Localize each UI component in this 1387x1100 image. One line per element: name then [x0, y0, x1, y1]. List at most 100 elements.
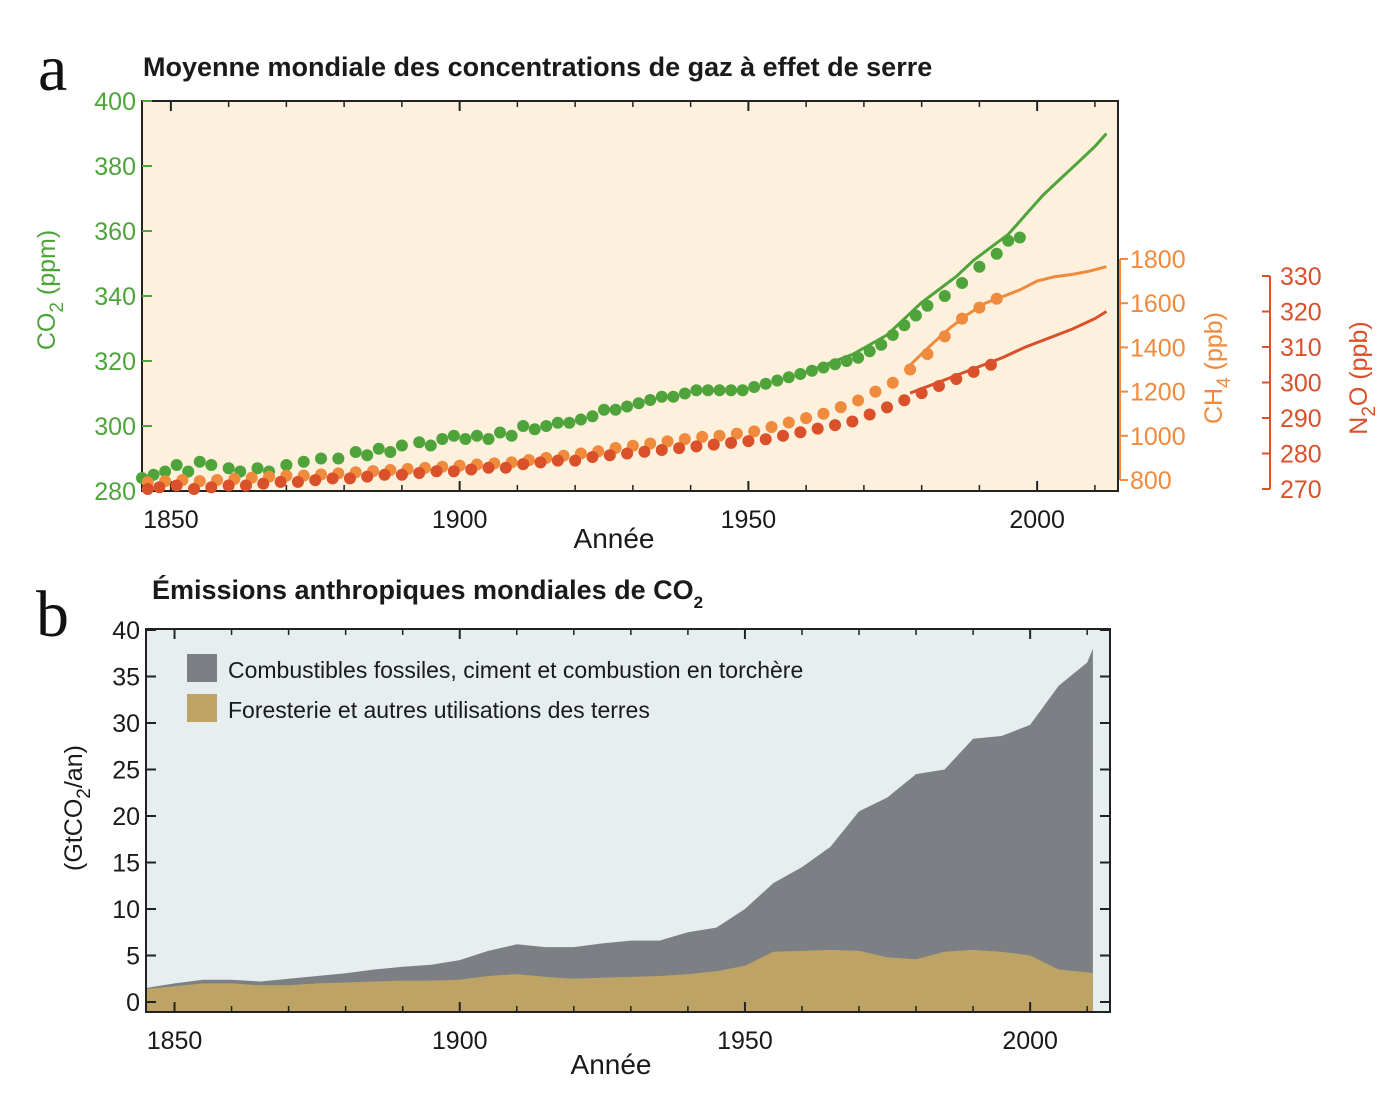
y-tick-label: 30 — [112, 710, 140, 738]
n2o-series — [141, 310, 1108, 495]
legend-swatch-forestry — [187, 694, 217, 722]
n2o-tick-label: 280 — [1280, 441, 1322, 469]
x-tick-label: 2000 — [1002, 1027, 1058, 1055]
co2-tick-label: 320 — [94, 348, 136, 376]
ch4-tick-label: 1800 — [1130, 246, 1186, 274]
co2-data-point — [384, 446, 397, 458]
n2o-data-point — [777, 429, 790, 442]
co2-tick-label: 300 — [94, 413, 136, 441]
n2o-data-point — [343, 472, 356, 485]
ch4-data-point — [886, 376, 899, 389]
n2o-data-point — [291, 475, 304, 488]
co2-data-point — [372, 442, 385, 455]
co2-data-point — [863, 345, 876, 358]
panel-a-x-label: Année — [574, 523, 655, 554]
ch4-data-point — [852, 394, 865, 407]
co2-data-point — [973, 260, 986, 273]
legend-label-fossil: Combustibles fossiles, ciment et combust… — [228, 657, 803, 683]
ch4-data-point — [800, 412, 813, 425]
ch4-tick-label: 1400 — [1130, 334, 1186, 362]
n2o-axis-label-main: N — [1345, 417, 1373, 435]
panel-b-title: Émissions anthropiques mondiales de CO2 — [152, 574, 703, 612]
panel-b-areas — [146, 648, 1093, 1012]
panel-b-y-label-suffix: /an) — [60, 745, 88, 788]
panel-b-x-axis: 1850 1900 1950 2000 — [147, 629, 1088, 1055]
n2o-data-point — [707, 438, 720, 451]
co2-line — [799, 132, 1108, 376]
n2o-data-point — [395, 468, 408, 481]
n2o-data-point — [725, 436, 738, 449]
panel-b-frame — [145, 628, 1111, 1013]
panel-a-title: Moyenne mondiale des concentrations de g… — [143, 52, 932, 82]
co2-data-point — [875, 338, 888, 351]
panel-b-letter: b — [36, 578, 69, 651]
panel-b-y-label-prefix: (GtCO — [60, 799, 88, 871]
co2-tick-label: 280 — [94, 478, 136, 506]
co2-data-point — [725, 384, 738, 397]
n2o-data-point — [465, 463, 478, 476]
n2o-data-point — [898, 394, 911, 407]
co2-data-point — [447, 429, 460, 442]
ch4-tick-label: 1200 — [1130, 379, 1186, 407]
co2-tick-label: 380 — [94, 153, 136, 181]
panel-a-plot-area — [141, 100, 1119, 492]
ch4-data-point — [782, 416, 795, 429]
n2o-axis: 270 280 290 300 310 320 330 — [1262, 263, 1322, 504]
n2o-data-point — [603, 449, 616, 462]
co2-data-point — [517, 420, 530, 432]
co2-data-point — [1013, 231, 1026, 244]
co2-data-point — [921, 299, 934, 312]
panel-b-y-axis: 0 5 10 15 20 25 30 35 40 — [112, 617, 1110, 1017]
ch4-line — [909, 265, 1107, 367]
panel-a-letter: a — [38, 32, 67, 105]
ch4-axis-label-unit: (ppb) — [1200, 312, 1228, 377]
n2o-tick-label: 310 — [1280, 334, 1322, 362]
co2-data-point — [251, 462, 264, 475]
co2-data-point — [193, 455, 206, 468]
co2-data-point — [771, 374, 784, 387]
x-tick-label: 1850 — [143, 506, 199, 534]
n2o-data-point — [187, 483, 200, 495]
co2-data-point — [701, 384, 714, 397]
ch4-tick-label: 1600 — [1130, 290, 1186, 318]
co2-tick-label: 340 — [94, 283, 136, 311]
ch4-data-point — [730, 427, 743, 440]
co2-axis-label-sub: 2 — [47, 302, 68, 313]
ch4-data-point — [661, 435, 674, 448]
n2o-data-point — [482, 461, 495, 474]
co2-data-point — [782, 371, 795, 384]
co2-data-point — [690, 384, 703, 397]
co2-data-point — [315, 452, 328, 465]
legend: Combustibles fossiles, ciment et combust… — [187, 654, 803, 723]
y-tick-label: 20 — [112, 803, 140, 831]
legend-swatch-fossil — [187, 654, 217, 682]
co2-data-point — [297, 455, 310, 468]
co2-data-point — [436, 433, 449, 445]
n2o-data-point — [257, 477, 270, 490]
y-tick-label: 15 — [112, 850, 140, 878]
n2o-data-point — [447, 465, 460, 478]
ch4-data-point — [834, 401, 847, 414]
n2o-data-point — [153, 481, 166, 494]
co2-data-point — [794, 368, 807, 380]
co2-data-point — [748, 381, 761, 393]
co2-axis-label: CO2 (ppm) — [33, 230, 68, 350]
co2-data-point — [540, 420, 553, 432]
co2-data-point — [159, 465, 172, 478]
ch4-axis-label-sub: 4 — [1214, 377, 1235, 388]
n2o-data-point — [239, 479, 252, 492]
legend-label-forestry: Foresterie et autres utilisations des te… — [228, 697, 650, 723]
x-tick-label: 1850 — [147, 1027, 203, 1055]
panel-a-series — [136, 132, 1108, 495]
co2-data-point — [574, 413, 587, 426]
panel-a-chart: 1850 1900 1950 2000 Année 280 300 320 340 360 38… — [33, 88, 1380, 554]
n2o-data-point — [430, 465, 443, 478]
panel-b-title-main: Émissions anthropiques mondiales de CO — [152, 574, 694, 605]
ch4-axis-label: CH4 (ppb) — [1200, 312, 1235, 424]
co2-data-point — [621, 400, 634, 413]
n2o-data-point — [551, 454, 564, 467]
n2o-data-point — [413, 467, 426, 480]
x-tick-label: 1950 — [717, 1027, 773, 1055]
co2-data-point — [470, 429, 483, 442]
ch4-data-point — [696, 430, 709, 443]
